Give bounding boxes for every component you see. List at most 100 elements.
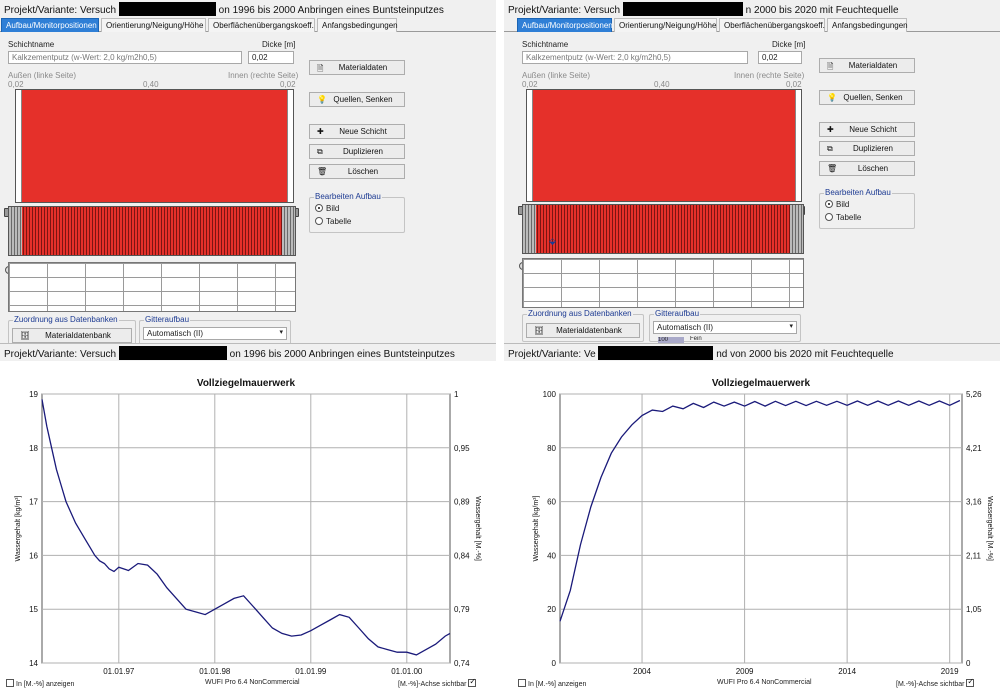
grid-layout-group: Gitteraufbau Automatisch (II) ▾ 100 Fein [649,309,801,343]
y-tick-label: 0 [552,659,557,668]
water-content-series-line [41,399,451,656]
radio-table[interactable]: Tabelle [315,217,351,226]
inside-label: Innen (rechte Seite) [734,71,805,80]
grid-outside-zone [523,205,536,253]
y-tick-label: 15 [29,605,38,614]
ruler-right: 0,02 [280,80,296,89]
lightbulb-icon: 💡 [827,93,837,102]
sources-sinks-button[interactable]: 💡 Quellen, Senken [309,92,405,107]
x-tick-label: 01.01.99 [295,667,327,676]
tab-layout[interactable]: Aufbau/Monitorpositionen [517,18,613,32]
radio-table[interactable]: Tabelle [825,213,861,222]
tab-surface-coefficients[interactable]: Oberflächenübergangskoeff. [719,18,825,32]
grid-count-field[interactable]: 100 [658,337,684,343]
inside-plaster-layer[interactable] [795,90,801,201]
y-tick-label: 19 [29,390,38,399]
thickness-input[interactable]: 0,02 [248,51,294,64]
chevron-down-icon: ▾ [279,329,283,336]
y2-tick-label: 0 [966,659,971,668]
material-data-button[interactable]: 🗎 Materialdaten [819,58,915,73]
y-tick-label: 100 [543,390,557,399]
grid-mode-select[interactable]: Automatisch (II) ▾ [143,327,287,340]
wall-layer-view[interactable] [526,89,802,202]
x-tick-label: 2014 [838,667,856,676]
duplicate-button[interactable]: ⧉ Duplizieren [309,144,405,159]
project-name: n 2000 bis 2020 mit Feuchtequelle [745,5,899,16]
duplicate-button[interactable]: ⧉ Duplizieren [819,141,915,156]
secondary-axis-toggle[interactable]: [M.-%]-Achse sichtbar [896,677,976,688]
water-content-series-line [559,399,961,622]
project-header: Projekt/Variante: Versuch on 1996 bis 20… [0,0,496,17]
right-window: Projekt/Variante: Versuch n 2000 bis 202… [504,0,1000,691]
ruler-left: 0,02 [522,80,538,89]
tab-surface-coefficients[interactable]: Oberflächenübergangskoeff. [208,18,315,32]
radio-image[interactable]: Bild [825,200,849,209]
material-database-button[interactable]: 🗄 Materialdatenbank [12,328,132,343]
y-tick-label: 14 [29,659,38,668]
chart-project-label: Projekt/Variante: Versuch [4,349,117,360]
mass-percent-toggle[interactable]: In [M.-%] anzeigen [518,679,586,688]
sources-sinks-button[interactable]: 💡 Quellen, Senken [819,90,915,105]
tab-orientation[interactable]: Orientierung/Neigung/Höhe [101,18,206,32]
tab-layout[interactable]: Aufbau/Monitorpositionen [1,18,99,32]
x-tick-label: 2019 [941,667,959,676]
radio-image[interactable]: Bild [315,204,339,213]
delete-button[interactable]: 🗑 Löschen [309,164,405,179]
database-group: Zuordnung aus Datenbanken 🗄 Materialdaten… [8,315,136,345]
y2-tick-label: 0,84 [454,551,470,560]
grid-strip[interactable] [522,204,804,254]
mass-percent-toggle[interactable]: In [M.-%] anzeigen [6,679,74,688]
y-tick-label: 60 [547,498,556,507]
y2-tick-label: 2,11 [966,551,982,560]
y-tick-label: 20 [547,605,556,614]
y-tick-label: 16 [29,551,38,560]
layer-name-input[interactable]: Kalkzementputz (w-Wert: 2,0 kg/m2h0,5) [522,51,748,64]
water-content-chart: Vollziegelmauerwerk 01.01.97 01.01.98 01.01… [15,378,481,676]
tab-orientation[interactable]: Orientierung/Neigung/Höhe [614,18,717,32]
new-layer-button[interactable]: ✚ Neue Schicht [819,122,915,137]
database-group: Zuordnung aus Datenbanken 🗄 Materialdaten… [522,309,644,342]
tab-initial-conditions[interactable]: Anfangsbedingungen [317,18,398,32]
outside-plaster-layer[interactable] [16,90,22,202]
lightbulb-icon: 💡 [317,95,327,104]
chart-project-header: Projekt/Variante: Versuch on 1996 bis 20… [0,344,496,361]
chart-project-label: Projekt/Variante: Ve [508,349,596,360]
tab-initial-conditions[interactable]: Anfangsbedingungen [827,18,908,32]
y-tick-label: 40 [547,551,556,560]
grid-group-title: Gitteraufbau [144,315,191,324]
new-layer-icon: ✚ [317,127,324,136]
outside-label: Außen (linke Seite) [522,71,591,80]
monitor-table[interactable] [522,258,804,308]
y2-tick-label: 5,26 [966,390,982,399]
y2-tick-label: 0,95 [454,444,470,453]
chevron-down-icon: ▾ [789,323,793,330]
chart-redaction-bar [598,346,714,360]
ruler-middle: 0,40 [143,80,159,89]
thickness-input[interactable]: 0,02 [758,51,802,64]
grid-strip[interactable] [8,206,296,256]
delete-button[interactable]: 🗑 Löschen [819,161,915,176]
chart-redaction-bar [118,346,227,360]
moisture-source-marker-icon[interactable]: ⬙ [549,236,556,246]
layer-name-input[interactable]: Kalkzementputz (w-Wert: 2,0 kg/m2h0,5) [8,51,242,64]
y-tick-label: 17 [29,498,38,507]
wall-layer-view[interactable] [15,89,294,203]
left-window: Projekt/Variante: Versuch on 1996 bis 20… [0,0,496,691]
inside-plaster-layer[interactable] [287,90,293,202]
duplicate-icon: ⧉ [827,144,833,153]
outside-plaster-layer[interactable] [527,90,533,201]
chart-project-name: on 1996 bis 2000 Anbringen eines Buntste… [229,349,455,360]
grid-mode-select[interactable]: Automatisch (II) ▾ [653,321,797,334]
software-version: WUFI Pro 6.4 NonCommercial [205,679,300,686]
monitor-table[interactable] [8,262,296,312]
outside-label: Außen (linke Seite) [8,71,77,80]
material-data-button[interactable]: 🗎 Materialdaten [309,60,405,75]
new-layer-button[interactable]: ✚ Neue Schicht [309,124,405,139]
grid-outside-zone [9,207,22,255]
secondary-axis-toggle[interactable]: [M.-%]-Achse sichtbar [398,677,478,688]
chart-footer: In [M.-%] anzeigen WUFI Pro 6.4 NonComme… [0,677,496,691]
material-database-button[interactable]: 🗄 Materialdatenbank [526,323,640,338]
y2-tick-label: 0,89 [454,498,470,507]
document-icon: 🗎 [827,62,834,71]
x-tick-label: 2009 [736,667,754,676]
